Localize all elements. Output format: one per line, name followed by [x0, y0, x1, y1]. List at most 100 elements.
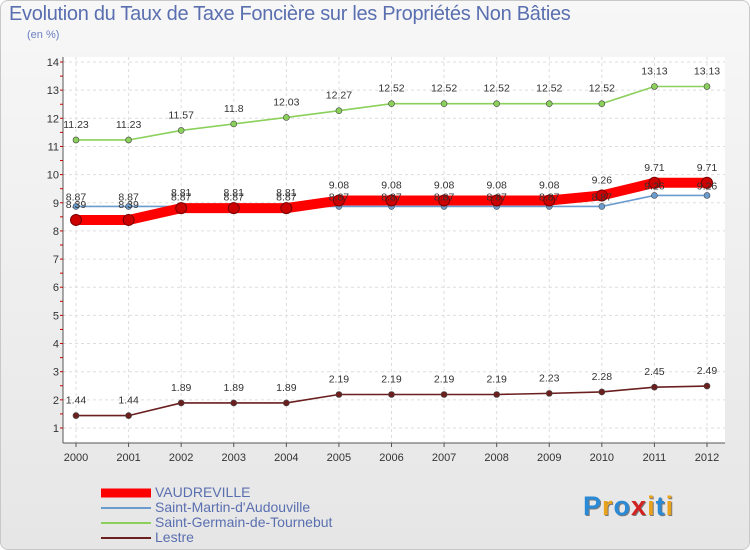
data-label: 11.23	[116, 119, 142, 131]
data-point	[72, 203, 80, 210]
data-label: 8.81	[276, 187, 297, 199]
logo-letter: P	[583, 491, 603, 521]
data-point	[227, 202, 240, 215]
data-label: 12.52	[536, 83, 562, 95]
legend-swatch-saint-martin	[101, 506, 151, 509]
legend-label-saint-martin: Saint-Martin-d'Audouville	[155, 499, 311, 515]
legend-item-vaudreville: VAUDREVILLE	[101, 485, 332, 500]
plot-area	[63, 57, 725, 443]
data-point	[598, 203, 606, 210]
data-point	[283, 399, 290, 407]
logo-letter: t	[655, 491, 666, 521]
data-point	[125, 136, 132, 144]
legend-swatch-lestre	[101, 536, 151, 539]
x-tick-label: 2012	[695, 452, 719, 464]
data-point	[490, 194, 503, 207]
data-point	[335, 391, 343, 398]
data-point	[177, 127, 185, 134]
y-tick-label: 8	[53, 226, 59, 238]
data-label: 11.23	[63, 119, 89, 131]
data-label: 1.89	[224, 382, 245, 394]
x-tick-label: 2011	[643, 452, 667, 464]
data-point	[72, 412, 80, 419]
y-tick-label: 2	[53, 395, 59, 407]
data-label: 9.26	[644, 180, 665, 192]
data-point	[651, 383, 658, 391]
x-tick-label: 2006	[379, 452, 403, 464]
data-label: 9.08	[329, 180, 350, 192]
x-tick-label: 2004	[274, 452, 298, 464]
data-label: 8.87	[329, 191, 350, 203]
y-tick-label: 1	[53, 423, 59, 435]
data-label: 1.44	[66, 395, 87, 407]
data-label: 8.87	[592, 191, 613, 203]
data-label: 9.26	[592, 174, 613, 186]
data-point	[648, 176, 661, 189]
data-point	[703, 192, 711, 199]
data-label: 2.23	[539, 372, 560, 384]
logo-letter: o	[613, 491, 632, 521]
y-tick-label: 7	[53, 254, 59, 266]
logo-letter: r	[602, 491, 614, 521]
data-point	[651, 192, 658, 199]
data-label: 9.08	[539, 180, 560, 192]
data-label: 2.45	[644, 366, 665, 378]
data-point	[440, 100, 448, 107]
data-point	[175, 202, 188, 215]
y-tick-label: 5	[53, 310, 59, 322]
y-tick-label: 14	[47, 57, 59, 69]
y-tick-label: 6	[53, 282, 59, 294]
data-point	[177, 399, 185, 407]
data-label: 1.89	[276, 382, 297, 394]
x-tick-label: 2003	[222, 452, 246, 464]
x-tick-label: 2008	[484, 452, 508, 464]
x-tick-label: 2009	[537, 452, 561, 464]
data-label: 12.03	[273, 96, 299, 108]
legend-item-saint-martin: Saint-Martin-d'Audouville	[101, 500, 332, 515]
x-tick-label: 2001	[116, 452, 140, 464]
data-label: 2.19	[434, 373, 455, 385]
data-label: 11.8	[224, 103, 244, 115]
chart-subtitle: (en %)	[27, 29, 60, 41]
legend-item-lestre: Lestre	[101, 530, 332, 545]
logo-letter: i	[647, 491, 656, 521]
data-label: 12.27	[326, 90, 352, 102]
legend-label-lestre: Lestre	[155, 529, 194, 545]
data-point	[598, 100, 606, 107]
data-label: 9.71	[697, 162, 718, 174]
logo-letter: i	[665, 491, 675, 521]
data-point	[122, 213, 135, 226]
data-label: 9.26	[697, 180, 718, 192]
data-point	[703, 83, 711, 90]
data-label: 2.49	[697, 365, 718, 377]
data-label: 8.81	[224, 187, 245, 199]
proxiti-logo: Proxiti	[583, 491, 674, 522]
data-label: 8.81	[171, 187, 192, 199]
data-point	[440, 391, 448, 398]
data-label: 1.44	[118, 395, 139, 407]
data-label: 9.71	[644, 162, 665, 174]
y-tick-label: 11	[48, 141, 59, 153]
data-point	[595, 189, 608, 202]
data-point	[388, 100, 395, 107]
data-point	[230, 120, 238, 128]
data-point	[388, 391, 395, 398]
data-label: 2.19	[381, 373, 402, 385]
data-point	[703, 382, 711, 390]
data-label: 9.08	[434, 180, 455, 192]
x-tick-label: 2010	[590, 452, 614, 464]
data-point	[543, 194, 556, 207]
data-label: 8.87	[224, 191, 245, 203]
data-label: 8.87	[434, 191, 455, 203]
data-label: 2.28	[592, 371, 613, 383]
y-tick-label: 13	[47, 85, 59, 97]
legend-label-saint-germain: Saint-Germain-de-Tournebut	[155, 514, 333, 530]
data-label: 8.87	[539, 191, 560, 203]
logo-letter: x	[631, 491, 648, 521]
data-point	[280, 202, 293, 215]
data-label: 13.13	[694, 65, 720, 77]
x-tick-label: 2007	[432, 452, 456, 464]
data-point	[651, 83, 658, 90]
legend-label-vaudreville: VAUDREVILLE	[155, 484, 251, 500]
